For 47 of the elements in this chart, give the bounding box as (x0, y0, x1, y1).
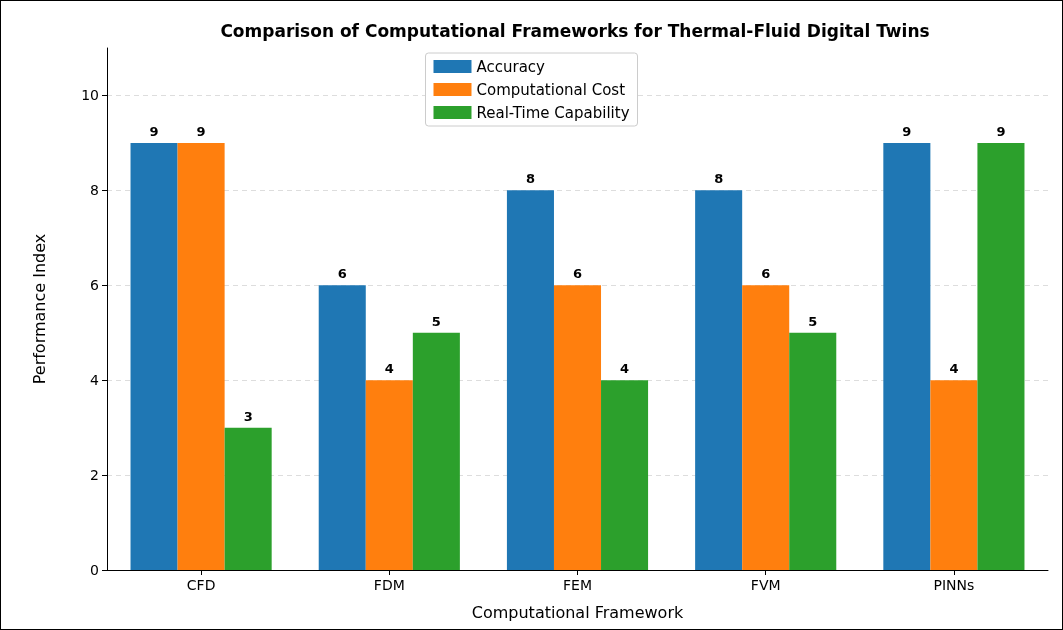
data-label: 4 (384, 361, 394, 377)
data-label: 5 (808, 313, 818, 329)
bar (883, 142, 931, 570)
bar (318, 285, 366, 570)
y-tick-label: 4 (90, 372, 100, 389)
x-tick-label: FVM (750, 577, 781, 593)
bar (506, 190, 554, 570)
bar (553, 285, 602, 570)
legend-label: Computational Cost (476, 80, 626, 99)
y-axis-title: Performance Index (29, 233, 49, 385)
bar (601, 380, 649, 570)
bar (789, 332, 837, 570)
bar (224, 427, 272, 570)
chart-title: Comparison of Computational Frameworks for Thermal-Fluid Digital Twins (220, 20, 930, 41)
bar (412, 332, 460, 570)
data-label: 8 (525, 171, 535, 187)
x-tick-label: CFD (186, 577, 216, 593)
x-tick-label: FEM (563, 577, 592, 593)
data-label: 9 (902, 123, 912, 139)
data-label: 6 (572, 266, 583, 282)
bar (742, 285, 790, 570)
y-tick-label: 0 (90, 562, 99, 578)
bar (977, 142, 1025, 570)
y-tick-label: 6 (90, 277, 100, 294)
legend-label: Accuracy (476, 57, 546, 76)
bar (695, 190, 743, 570)
data-label: 9 (196, 123, 206, 139)
bar (177, 142, 225, 570)
bar (130, 142, 178, 570)
legend-label: Real-Time Capability (476, 103, 630, 122)
y-tick-label: 10 (81, 87, 99, 104)
y-tick-label: 2 (90, 467, 99, 484)
data-label: 5 (431, 313, 441, 329)
data-label: 6 (761, 266, 771, 282)
x-axis-title: Computational Framework (471, 602, 684, 622)
data-label: 9 (149, 123, 159, 139)
data-label: 4 (620, 361, 630, 377)
bar (930, 380, 978, 570)
data-label: 4 (949, 361, 959, 377)
x-tick-label: FDM (373, 577, 405, 593)
x-tick-label: PINNs (933, 577, 975, 593)
data-label: 8 (714, 171, 724, 187)
bar (365, 380, 413, 570)
data-label: 9 (996, 123, 1006, 139)
data-label: 6 (337, 266, 347, 282)
data-label: 3 (243, 408, 253, 424)
y-tick-label: 8 (90, 182, 99, 199)
